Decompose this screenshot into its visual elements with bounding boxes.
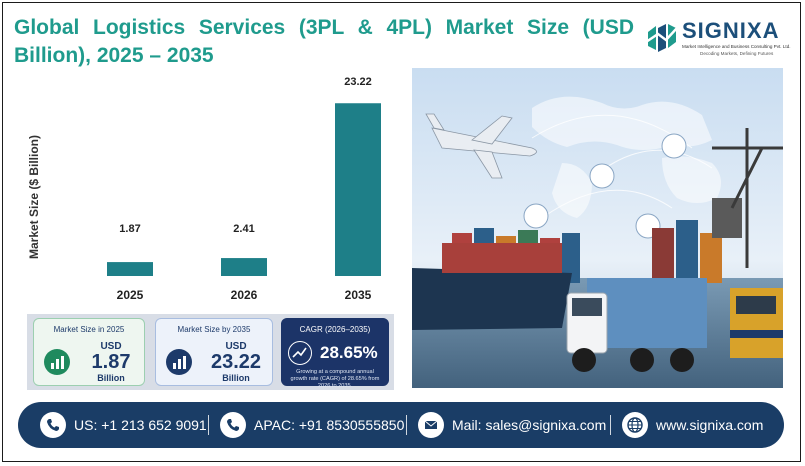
card-title: CAGR (2026–2035) — [299, 325, 371, 334]
x-tick-label-2035: 2035 — [345, 288, 372, 302]
mail-text: Mail: sales@signixa.com — [452, 417, 607, 433]
page-title: Global Logistics Services (3PL & 4PL) Ma… — [14, 16, 634, 67]
mail-item[interactable]: Mail: sales@signixa.com — [418, 410, 606, 440]
cagr-value: 28.65% — [320, 343, 378, 362]
logistics-illustration — [412, 68, 783, 388]
x-tick-label-2026: 2026 — [231, 288, 258, 302]
footer-divider — [208, 415, 209, 435]
bar-chart-icon — [166, 349, 192, 375]
card-title: Market Size in 2025 — [53, 325, 125, 334]
bar-2026 — [221, 258, 267, 276]
market-size-2025-card: Market Size in 2025 USD 1.87 Billion — [33, 318, 145, 386]
contact-footer: US: +1 213 652 9091 APAC: +91 8530555850… — [18, 402, 784, 448]
growth-chart-icon — [288, 341, 312, 365]
cagr-card: CAGR (2026–2035) 28.65% Growing at a com… — [281, 318, 389, 389]
train-shape — [730, 288, 783, 358]
logo-slogan: Decoding Markets, Defining Futures — [700, 51, 774, 56]
cagr-description: Growing at a compound annual growth rate… — [290, 369, 380, 389]
bar-2025 — [107, 262, 153, 276]
card-suffix: Billion — [97, 373, 125, 383]
page-frame — [2, 2, 801, 462]
company-logo: SIGNIXA Market Intelligence and Business… — [644, 18, 794, 60]
card-unit: USD — [100, 341, 122, 352]
card-value: 1.87 — [91, 351, 131, 373]
airplane-shape — [425, 113, 537, 179]
apac-phone-text: APAC: +91 8530555850 — [254, 417, 405, 433]
card-value: 23.22 — [210, 351, 262, 373]
mail-icon — [418, 412, 444, 438]
card-title: Market Size by 2035 — [177, 325, 251, 334]
card-suffix: Billion — [222, 373, 250, 383]
data-label-2026: 2.41 — [233, 223, 254, 235]
signixa-logo-icon — [645, 24, 678, 52]
y-axis-label: Market Size ($ Billion) — [27, 134, 41, 260]
website-item[interactable]: www.signixa.com — [622, 410, 763, 440]
us-phone-text: US: +1 213 652 9091 — [74, 417, 207, 433]
data-label-2035: 23.22 — [344, 76, 372, 88]
footer-divider — [610, 415, 611, 435]
x-tick-label-2025: 2025 — [117, 288, 144, 302]
globe-icon — [622, 412, 648, 438]
chart-canvas: 1.87 2025 2.41 2026 23.22 2035 — [107, 76, 381, 302]
logo-name: SIGNIXA — [682, 18, 780, 43]
truck-shape — [566, 278, 707, 372]
phone-icon — [40, 412, 66, 438]
stats-panel: Market Size in 2025 USD 1.87 Billion Mar… — [27, 314, 394, 390]
apac-phone-item[interactable]: APAC: +91 8530555850 — [220, 410, 404, 440]
website-text: www.signixa.com — [656, 417, 764, 433]
us-phone-item[interactable]: US: +1 213 652 9091 — [40, 410, 207, 440]
bar-2035 — [335, 103, 381, 276]
ship-hull-shape — [412, 268, 572, 330]
market-size-2035-card: Market Size by 2035 USD 23.22 Billion — [155, 318, 273, 386]
card-unit: USD — [225, 341, 247, 352]
footer-divider — [406, 415, 407, 435]
logo-tagline: Market Intelligence and Business Consult… — [682, 44, 791, 49]
data-label-2025: 1.87 — [119, 223, 140, 235]
phone-icon — [220, 412, 246, 438]
crane-shape — [712, 128, 783, 268]
logistics-scene-image — [412, 68, 783, 388]
bar-chart: Market Size ($ Billion) 1.87 2025 2.41 2026… — [14, 70, 400, 310]
bar-chart-icon — [44, 349, 70, 375]
